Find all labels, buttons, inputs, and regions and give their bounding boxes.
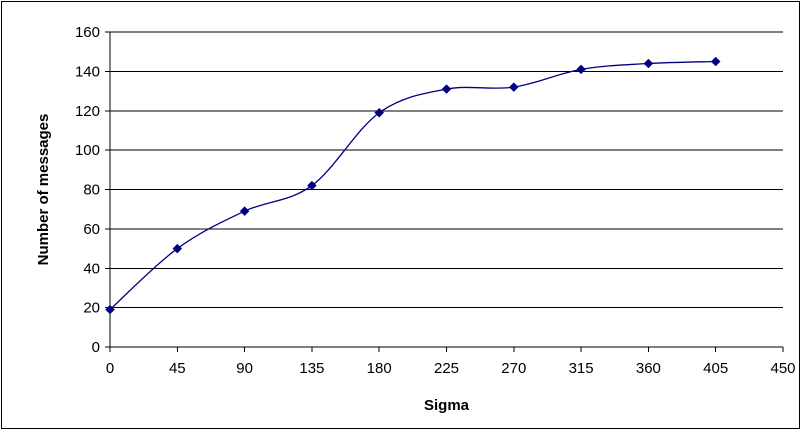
data-point-marker bbox=[441, 84, 452, 94]
x-tick-label: 180 bbox=[367, 360, 392, 377]
y-tick-label: 60 bbox=[83, 221, 100, 238]
y-axis-title: Number of messages bbox=[35, 114, 52, 266]
x-tick-label: 90 bbox=[236, 360, 253, 377]
x-tick-label: 405 bbox=[703, 360, 728, 377]
y-tick-label: 20 bbox=[83, 300, 100, 317]
y-tick-label: 80 bbox=[83, 182, 100, 199]
x-tick-labels: 0 45 90 135 180 225 270 315 360 405 450 bbox=[106, 360, 796, 377]
data-point-marker bbox=[307, 180, 317, 191]
gridlines bbox=[110, 31, 783, 309]
data-point-marker bbox=[105, 304, 115, 315]
axes bbox=[105, 31, 784, 352]
y-tick-label: 120 bbox=[75, 103, 100, 120]
x-axis-title: Sigma bbox=[424, 397, 470, 414]
data-point-marker bbox=[239, 206, 250, 217]
x-tick-label: 45 bbox=[169, 360, 186, 377]
y-tick-label: 140 bbox=[75, 63, 100, 80]
x-tick-label: 135 bbox=[299, 360, 324, 377]
x-tick-label: 270 bbox=[501, 360, 526, 377]
series-line bbox=[109, 60, 716, 311]
x-tick-label: 315 bbox=[569, 360, 594, 377]
x-tick-label: 0 bbox=[106, 360, 114, 377]
y-tick-label: 100 bbox=[75, 142, 100, 159]
data-point-marker bbox=[576, 64, 586, 75]
y-tick-label: 0 bbox=[92, 339, 100, 356]
series bbox=[105, 56, 721, 315]
y-tick-label: 160 bbox=[75, 24, 100, 41]
y-tick-label: 40 bbox=[83, 260, 100, 277]
data-point-marker bbox=[710, 56, 721, 67]
data-point-marker bbox=[643, 58, 654, 69]
data-point-marker bbox=[374, 107, 385, 118]
y-tick-labels: 0 20 40 60 80 100 120 140 160 bbox=[75, 24, 100, 356]
data-point-marker bbox=[508, 82, 519, 92]
data-point-marker bbox=[172, 243, 183, 254]
x-tick-label: 225 bbox=[434, 360, 459, 377]
x-tick-label: 450 bbox=[770, 360, 795, 377]
x-tick-label: 360 bbox=[636, 360, 661, 377]
